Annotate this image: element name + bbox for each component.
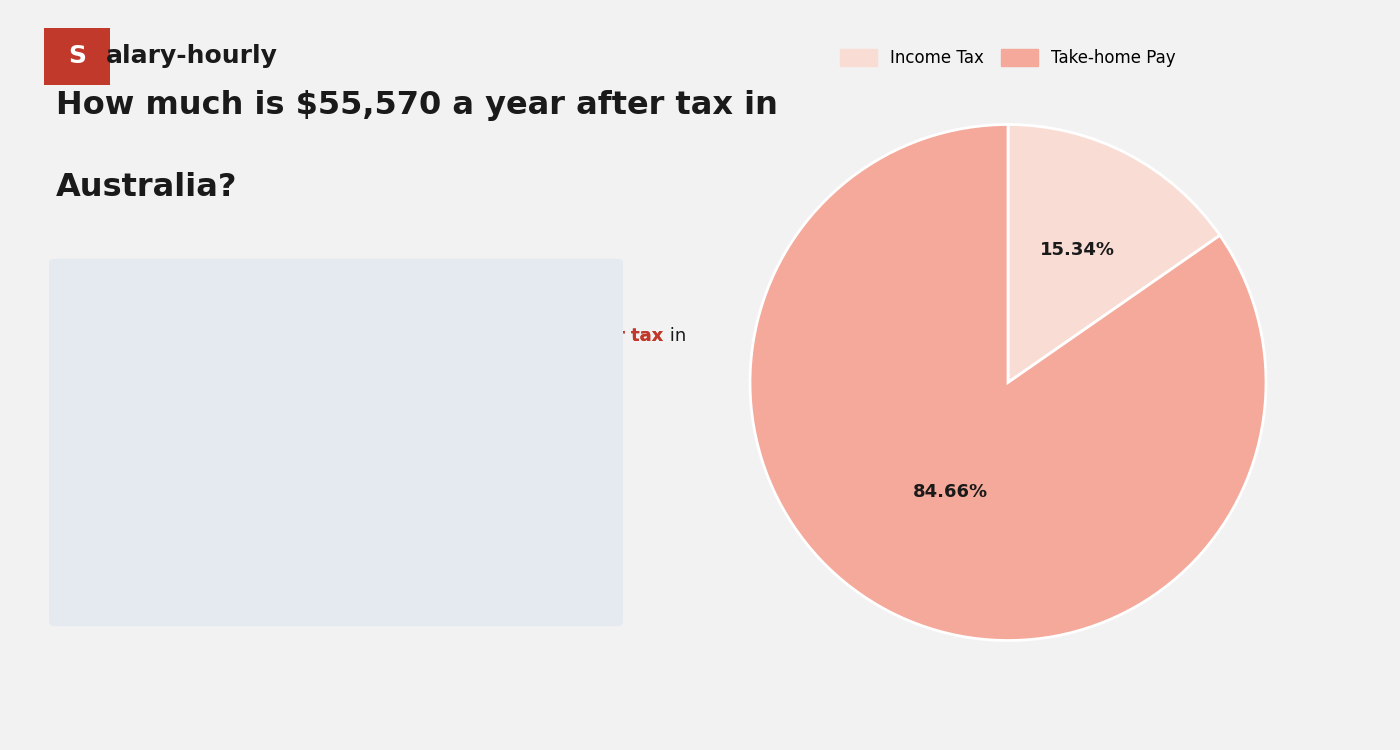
Text: $47,043 after tax: $47,043 after tax xyxy=(487,327,664,345)
Text: •  Gross pay: $55,570: • Gross pay: $55,570 xyxy=(106,486,304,504)
Text: Australia for a resident.: Australia for a resident. xyxy=(90,406,302,424)
Text: •  Income Tax: $8,527: • Income Tax: $8,527 xyxy=(106,543,305,561)
Wedge shape xyxy=(1008,124,1219,382)
Text: Australia?: Australia? xyxy=(56,172,238,203)
Text: 84.66%: 84.66% xyxy=(913,483,988,501)
Legend: Income Tax, Take-home Pay: Income Tax, Take-home Pay xyxy=(834,43,1182,74)
Text: 15.34%: 15.34% xyxy=(1040,241,1114,259)
Text: A Yearly salary of $55,570 is approximately: A Yearly salary of $55,570 is approximat… xyxy=(90,327,487,345)
Text: alary-hourly: alary-hourly xyxy=(106,44,277,68)
FancyBboxPatch shape xyxy=(45,28,111,85)
Text: S: S xyxy=(69,44,87,68)
Text: A Yearly salary of $55,570 is approximately: A Yearly salary of $55,570 is approximat… xyxy=(90,327,487,345)
Text: •  Take-home pay: $47,043: • Take-home pay: $47,043 xyxy=(106,601,350,619)
Wedge shape xyxy=(750,124,1266,640)
Text: How much is $55,570 a year after tax in: How much is $55,570 a year after tax in xyxy=(56,90,778,121)
Text: in: in xyxy=(664,327,686,345)
Text: $47,043 after tax: $47,043 after tax xyxy=(487,327,664,345)
